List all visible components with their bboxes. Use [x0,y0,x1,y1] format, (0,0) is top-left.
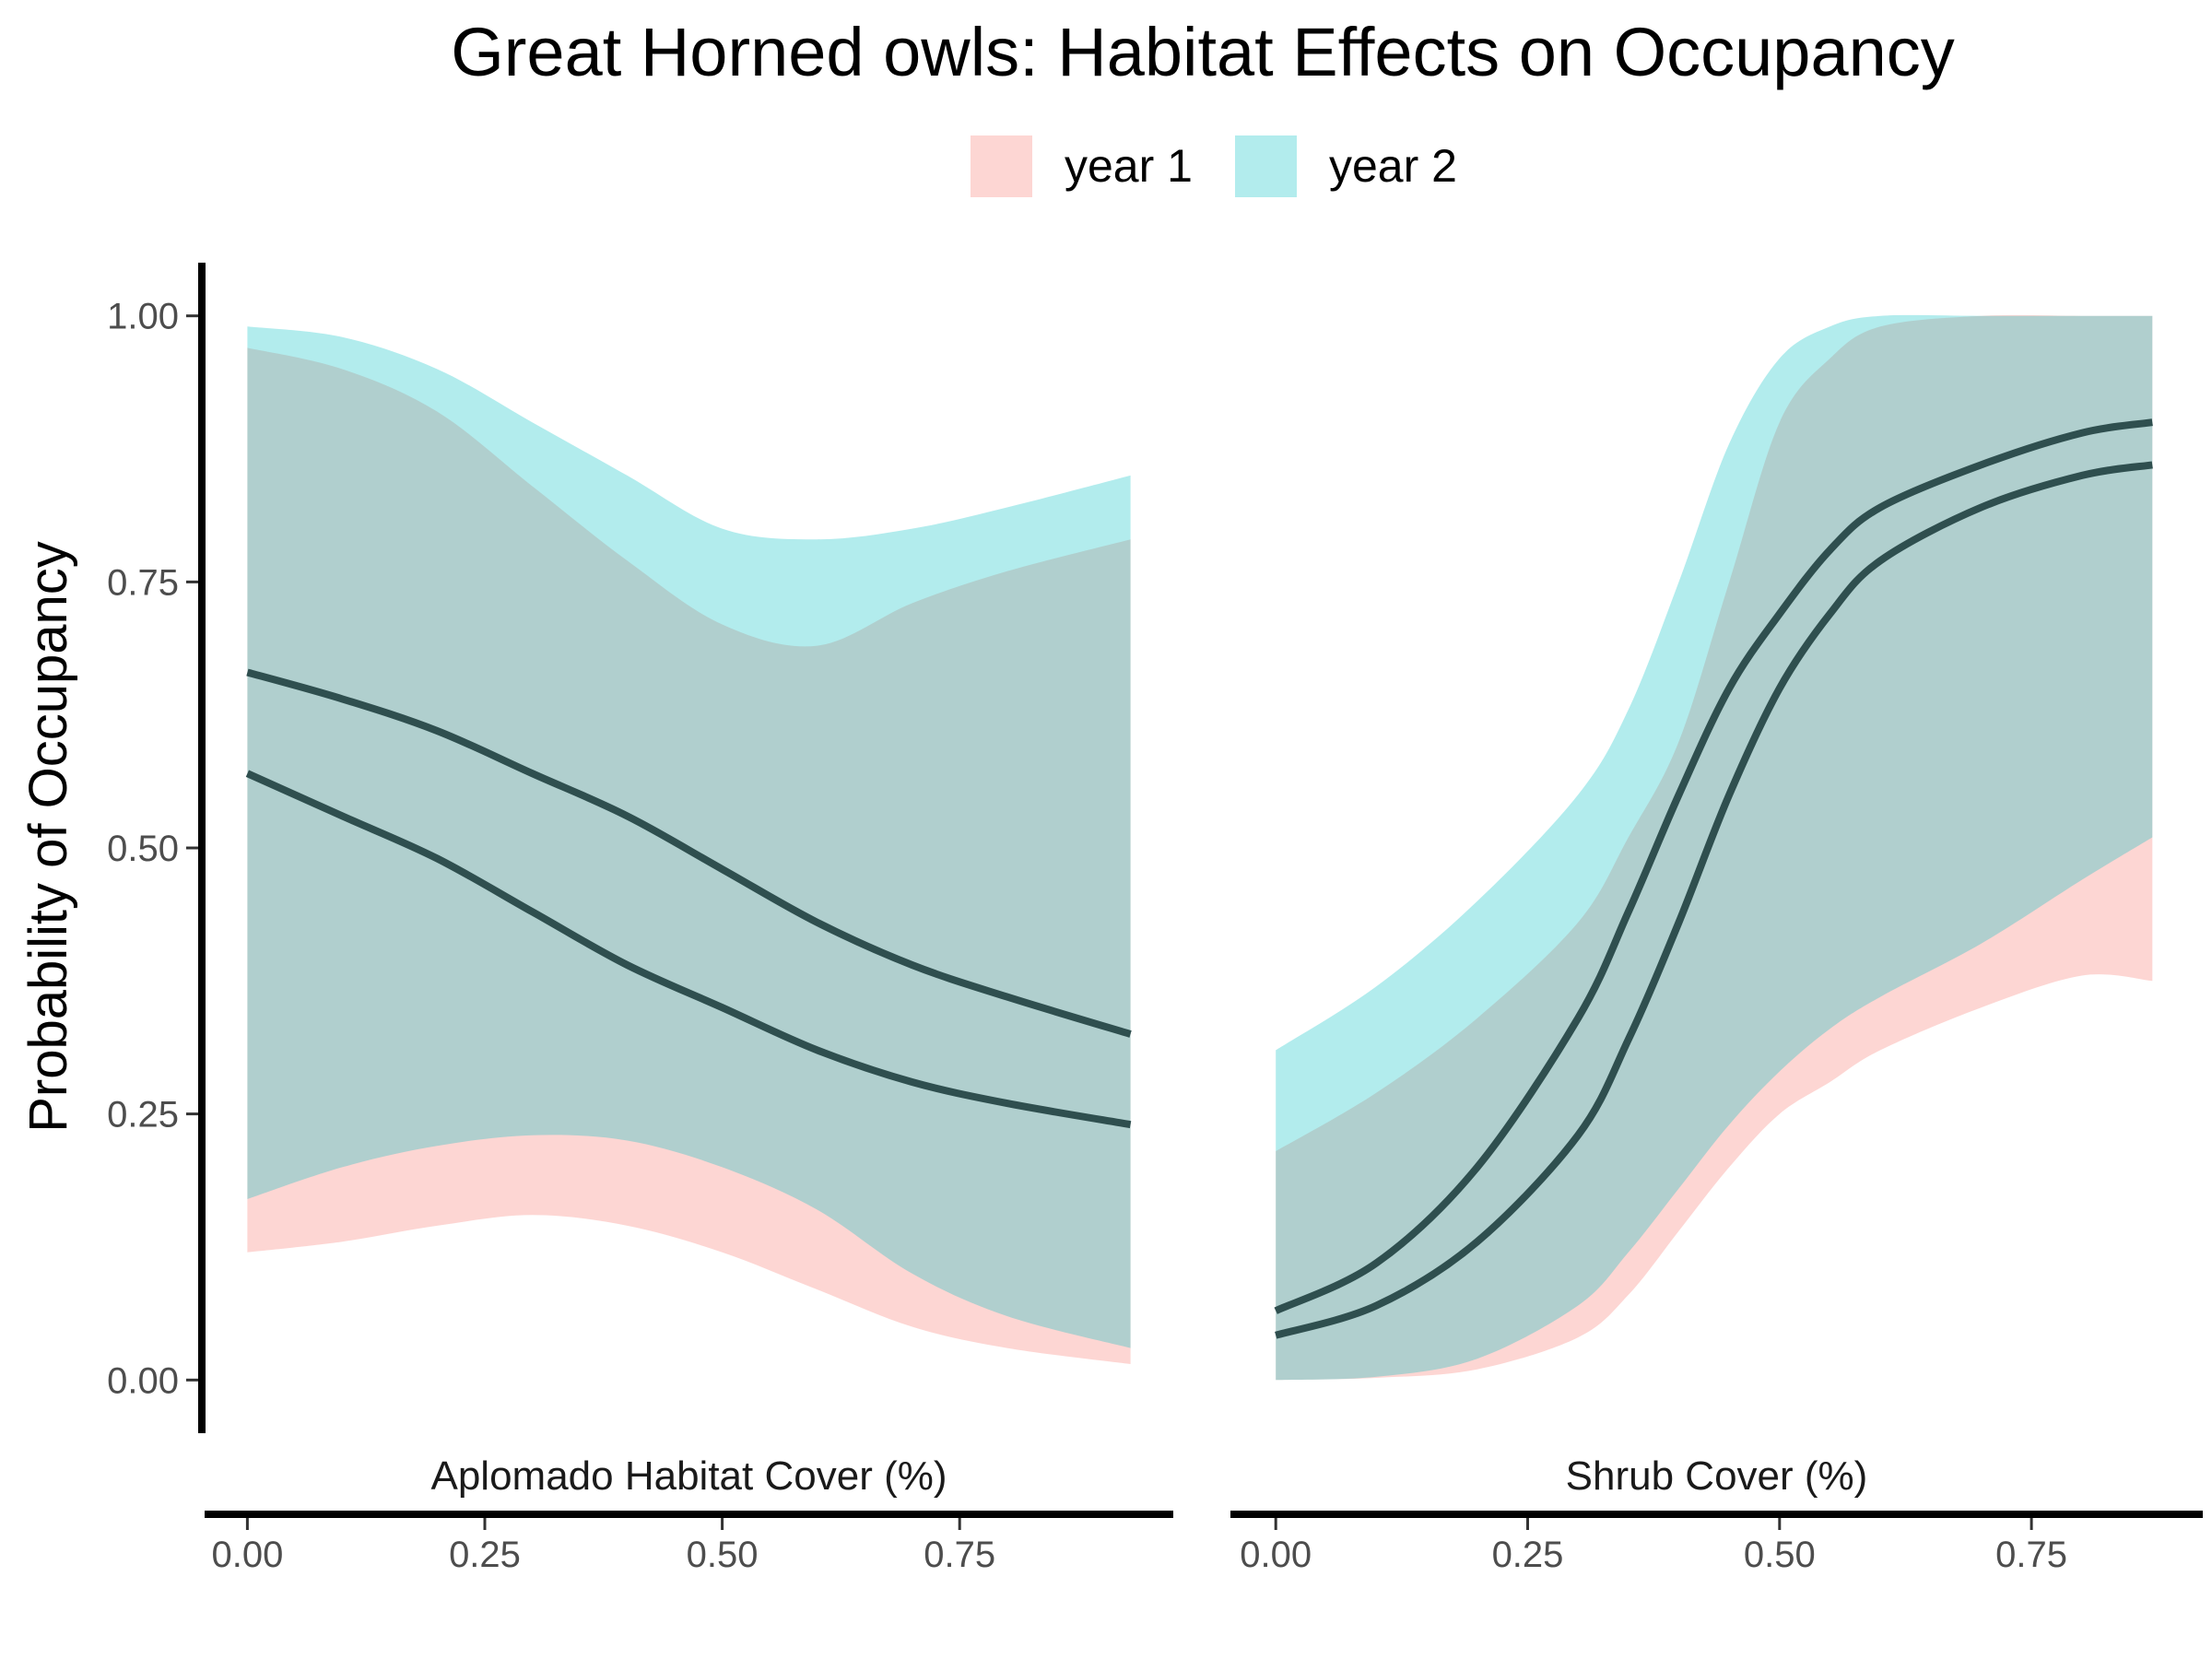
mean-line-year-1 [1275,461,2153,1339]
y-tick-label: 0.75 [107,562,179,603]
panel-aplomado-habitat-cover: Aplomado Habitat Cover (%) 0.00 0.25 0.50 0.… [205,326,1173,1575]
x-tick-label: 0.25 [1492,1535,1564,1575]
mean-line-year-1 [245,770,1132,1129]
y-tick-label: 1.00 [107,297,179,337]
legend-label-year-1: year 1 [1065,140,1193,192]
x-tick-label: 0.75 [924,1535,995,1575]
ribbon-year-2 [247,326,1131,1348]
legend: year 1 year 2 [971,135,1457,197]
ribbon-year-2 [1276,314,2153,1381]
x-tick-label: 0.50 [687,1535,759,1575]
ribbon-year-1 [1276,314,2153,1381]
x-tick-label: 0.75 [1995,1535,2067,1575]
y-axis: 0.00 0.25 0.50 0.75 1.00 [107,263,206,1433]
x-tick-label: 0.25 [449,1535,521,1575]
y-tick-label: 0.00 [107,1360,179,1401]
panel-strip-label: Aplomado Habitat Cover (%) [430,1453,947,1499]
legend-label-year-2: year 2 [1329,140,1457,192]
mean-line-year-2 [246,668,1132,1038]
y-tick-label: 0.25 [107,1095,179,1135]
y-axis-title: Probability of Occupancy [18,541,78,1133]
panel-strip-label: Shrub Cover (%) [1566,1453,1868,1499]
panel-shrub-cover: Shrub Cover (%) 0.00 0.25 0.50 0.75 [1230,314,2203,1575]
x-tick-label: 0.50 [1744,1535,1816,1575]
y-tick-label: 0.50 [107,829,179,869]
mean-line-year-2 [1274,418,2153,1314]
ribbon-year-1 [247,347,1131,1364]
x-tick-label: 0.00 [211,1535,283,1575]
x-tick-label: 0.00 [1240,1535,1312,1575]
legend-swatch-year-1 [971,135,1032,197]
legend-swatch-year-2 [1235,135,1297,197]
chart-title: Great Horned owls: Habitat Effects on Oc… [451,14,1955,90]
